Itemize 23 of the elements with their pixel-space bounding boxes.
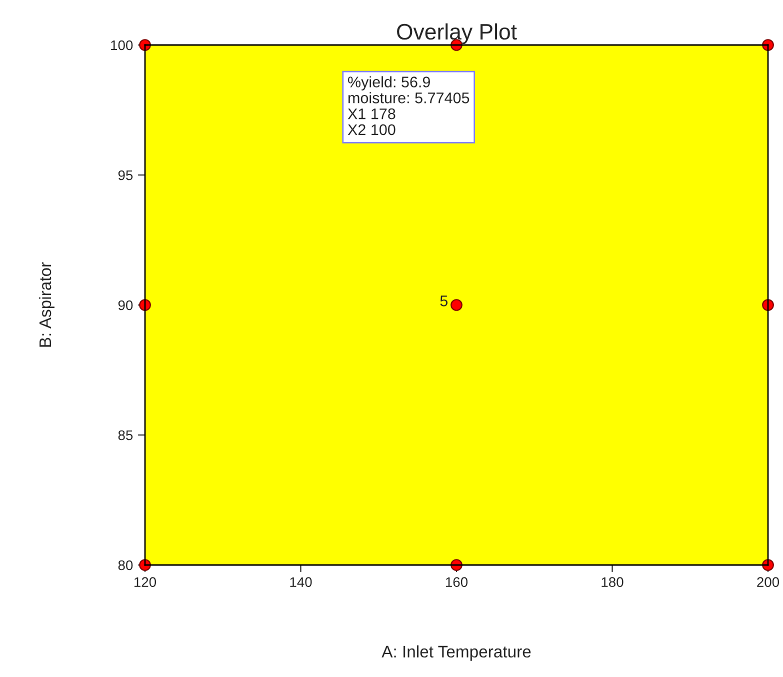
x-tick-label: 200 [757,577,780,588]
annotation: 5 [440,296,448,306]
y-tick-label: 80 [118,560,133,570]
y-tick-label: 100 [111,40,133,50]
point [762,299,774,311]
point [762,39,774,51]
point [450,299,462,311]
y-tick-label: 95 [118,170,133,180]
point [139,559,151,571]
y-tick-label: 90 [118,300,133,310]
point [139,39,151,51]
y-axis-title: B: Aspirator [38,262,54,347]
point [139,299,151,311]
x-tick-label: 160 [446,577,468,588]
x-tick-label: 120 [134,577,156,588]
x-tick-label: 140 [290,577,312,588]
x-axis-title: A: Inlet Temperature [382,645,531,661]
chart-title: Overlay Plot [397,23,517,44]
point [762,559,774,571]
point [450,559,462,571]
x-tick-label: 180 [602,577,624,588]
annotation: %yield: 56.9 moisture: 5.77405 X1 178 X2 100 [348,76,470,136]
y-tick-label: 85 [118,430,133,440]
